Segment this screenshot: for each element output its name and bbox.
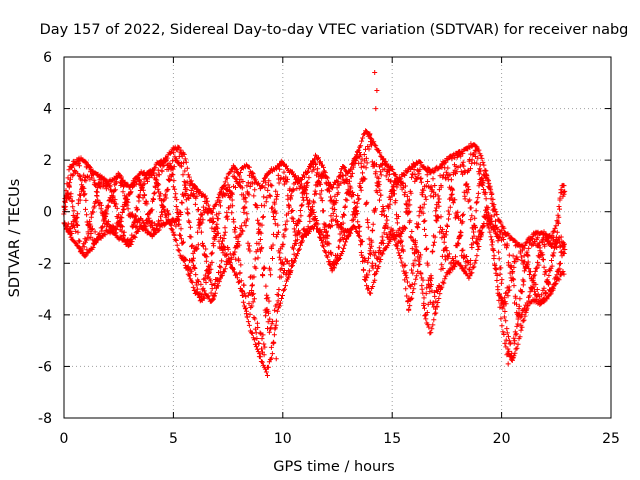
y-axis-label: SDTVAR / TECUs (7, 179, 23, 298)
y-tick-label: 0 (43, 205, 52, 221)
outlier-point (372, 69, 378, 75)
x-axis-label: GPS time / hours (273, 459, 394, 475)
outlier-point (373, 106, 379, 112)
outlier-point (264, 372, 270, 378)
x-tick-label: 0 (60, 431, 69, 447)
x-tick-label: 10 (274, 431, 292, 447)
x-tick-label: 20 (493, 431, 511, 447)
y-tick-label: 6 (43, 50, 52, 66)
outlier-point (374, 88, 380, 94)
chart-title: Day 157 of 2022, Sidereal Day-to-day VTE… (40, 22, 629, 38)
plot-frame (63, 56, 612, 419)
x-tick-label: 5 (169, 431, 178, 447)
outlier-point (273, 356, 279, 362)
outlier-point (505, 361, 511, 367)
data-points (61, 69, 568, 378)
y-tick-label: -4 (38, 308, 52, 324)
y-tick-label: -6 (38, 359, 52, 375)
x-axis: 0 5 10 15 20 25 (60, 57, 620, 447)
x-tick-label: 15 (383, 431, 401, 447)
sdtvar-markers (61, 128, 568, 375)
x-tick-label: 25 (602, 431, 620, 447)
y-tick-label: -8 (38, 411, 52, 427)
y-tick-label: 2 (43, 153, 52, 169)
y-axis: -8 -6 -4 -2 0 2 4 6 (38, 50, 611, 427)
y-tick-label: -2 (38, 256, 52, 272)
y-tick-label: 4 (43, 102, 52, 118)
